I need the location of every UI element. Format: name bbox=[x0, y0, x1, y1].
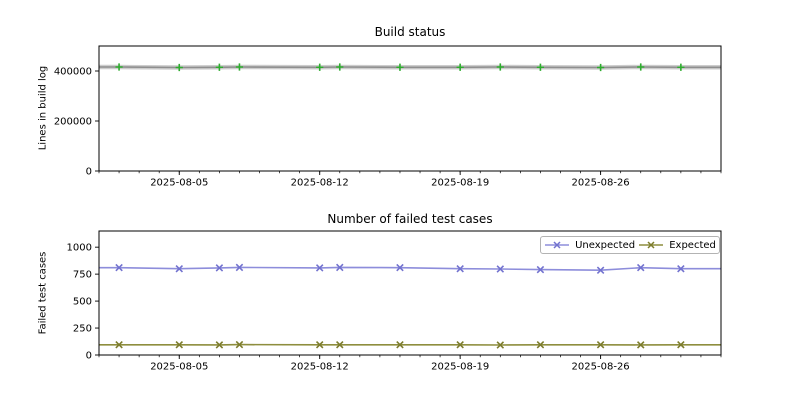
x-tick-label: 2025-08-26 bbox=[572, 362, 630, 373]
failed-tests-legend: Unexpected Expected bbox=[540, 236, 720, 254]
data-point-marker bbox=[636, 341, 645, 349]
y-tick-label: 500 bbox=[73, 297, 92, 308]
data-point-marker bbox=[175, 264, 184, 273]
data-point-marker bbox=[597, 63, 605, 72]
series-line bbox=[99, 266, 721, 272]
y-tick-label: 250 bbox=[73, 324, 92, 335]
data-point-marker bbox=[536, 265, 545, 274]
x-tick-label: 2025-08-19 bbox=[431, 362, 489, 373]
series-line bbox=[99, 66, 721, 69]
y-tick-label: 200000 bbox=[54, 117, 92, 128]
data-point-marker bbox=[496, 63, 504, 71]
x-tick-label: 2025-08-19 bbox=[431, 178, 489, 189]
data-point-marker bbox=[496, 341, 505, 349]
y-tick-label: 1000 bbox=[67, 243, 92, 254]
data-point-marker bbox=[315, 264, 324, 272]
data-point-marker bbox=[336, 340, 344, 349]
unexpected-line-swatch bbox=[545, 241, 570, 249]
legend-entry-expected: Expected bbox=[638, 240, 716, 251]
x-tick-label: 2025-08-26 bbox=[572, 178, 630, 189]
failed-tests-title: Number of failed test cases bbox=[327, 212, 493, 226]
plot-frame bbox=[98, 230, 722, 356]
data-point-marker bbox=[596, 266, 605, 275]
data-point-marker bbox=[115, 340, 123, 349]
data-point-marker bbox=[336, 263, 344, 272]
data-point-marker bbox=[677, 340, 685, 349]
data-point-marker bbox=[456, 63, 464, 71]
data-point-marker bbox=[215, 341, 224, 349]
data-point-marker bbox=[235, 63, 244, 71]
y-tick-label: 400000 bbox=[54, 67, 92, 78]
y-tick-label: 0 bbox=[86, 167, 92, 178]
data-point-marker bbox=[315, 340, 324, 349]
y-tick-label: 0 bbox=[86, 351, 92, 362]
data-point-marker bbox=[596, 340, 605, 349]
data-point-marker bbox=[677, 264, 685, 273]
data-point-marker bbox=[175, 340, 184, 349]
data-point-marker bbox=[235, 263, 244, 272]
data-point-marker bbox=[636, 263, 645, 272]
x-tick-label: 2025-08-12 bbox=[291, 362, 349, 373]
x-tick-label: 2025-08-12 bbox=[291, 178, 349, 189]
plot-frame bbox=[98, 45, 722, 172]
data-point-marker bbox=[677, 63, 685, 71]
build-status-title: Build status bbox=[374, 25, 446, 39]
data-point-marker bbox=[637, 63, 645, 71]
data-point-marker bbox=[175, 63, 183, 72]
data-point-marker bbox=[316, 63, 324, 71]
data-point-marker bbox=[235, 340, 244, 349]
expected-line-swatch bbox=[639, 241, 664, 249]
data-point-marker bbox=[536, 63, 545, 71]
legend-label-unexpected: Unexpected bbox=[575, 239, 636, 251]
data-point-marker bbox=[115, 63, 123, 71]
x-tick-label: 2025-08-05 bbox=[150, 178, 208, 189]
x-tick-label: 2025-08-05 bbox=[150, 362, 208, 373]
y-tick-label: 750 bbox=[73, 270, 92, 281]
data-point-marker bbox=[396, 63, 404, 71]
data-point-marker bbox=[396, 340, 404, 349]
data-point-marker bbox=[496, 265, 505, 273]
data-point-marker bbox=[536, 340, 545, 349]
legend-label-expected: Expected bbox=[669, 239, 716, 251]
data-point-marker bbox=[456, 264, 464, 273]
data-point-marker bbox=[336, 63, 344, 71]
data-point-marker bbox=[215, 264, 224, 272]
data-point-marker bbox=[115, 263, 123, 272]
data-point-marker bbox=[456, 340, 464, 349]
legend-entry-unexpected: Unexpected bbox=[544, 240, 635, 251]
data-point-marker bbox=[215, 63, 223, 71]
data-point-marker bbox=[396, 263, 404, 272]
